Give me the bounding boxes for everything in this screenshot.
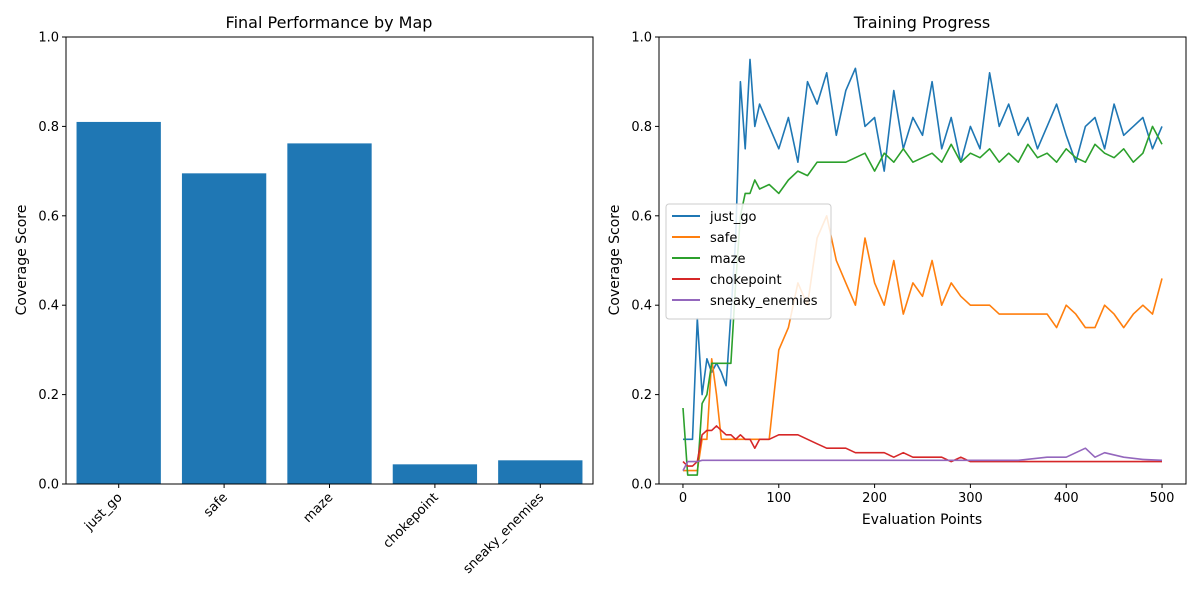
line-chart-y-axis-label: Coverage Score [607,205,623,316]
legend-label-sneaky_enemies: sneaky_enemies [710,294,818,309]
bar-chart-y-axis-label: Coverage Score [14,205,30,316]
line-x-tick-label: 200 [862,491,887,506]
bar-chokepoint [392,464,478,484]
line-x-tick-label: 400 [1054,491,1079,506]
line-x-tick-label: 100 [766,491,791,506]
bar-y-tick-label: 0.2 [38,388,59,403]
series-line-just_go [683,58,1163,441]
line-y-tick-label: 1.0 [631,31,652,46]
series-line-chokepoint [682,425,1162,467]
line-x-tick-label: 0 [679,491,687,506]
series-line-maze [682,125,1163,476]
line-chart-x-axis-label: Evaluation Points [862,512,982,528]
line-x-tick-label: 300 [958,491,983,506]
bar-y-tick-label: 1.0 [38,31,59,46]
series-line-safe [683,215,1163,472]
bar-maze [287,143,372,485]
line-axes: 0 100 200 300 400 500 0.0 0.2 0.4 0.6 0.8 1.0 [631,31,1187,506]
legend-label-maze: maze [710,252,745,267]
bar-marks [76,121,583,485]
legend-label-safe: safe [710,231,737,246]
line-marks [682,58,1163,476]
line-x-tick-label: 500 [1150,491,1175,506]
line-chart-title: Training Progress [853,13,991,32]
bar-sneaky_enemies [498,460,583,484]
legend-label-chokepoint: chokepoint [710,273,782,288]
legend-box [665,203,832,320]
bar-y-tick-label: 0.4 [38,299,59,314]
bar-plot-frame [65,36,594,485]
bar-chart-title: Final Performance by Map [226,13,433,32]
bar-safe [181,173,267,484]
legend-label-just_go: just_go [709,210,756,225]
bar-y-tick-label: 0.6 [38,209,59,224]
bar-y-tick-label: 0.8 [38,120,59,135]
line-y-tick-label: 0.8 [631,120,652,135]
line-y-tick-label: 0.4 [631,299,652,314]
line-y-tick-label: 0.0 [631,478,652,493]
bar-y-tick-label: 0.0 [38,478,59,493]
series-line-sneaky_enemies [682,447,1163,471]
line-plot-frame [658,36,1187,485]
line-chart: Training Progress Coverage Score Evaluat… [607,13,1187,528]
bar-just_go [76,121,161,485]
line-y-tick-label: 0.6 [631,209,652,224]
line-y-tick-label: 0.2 [631,388,652,403]
